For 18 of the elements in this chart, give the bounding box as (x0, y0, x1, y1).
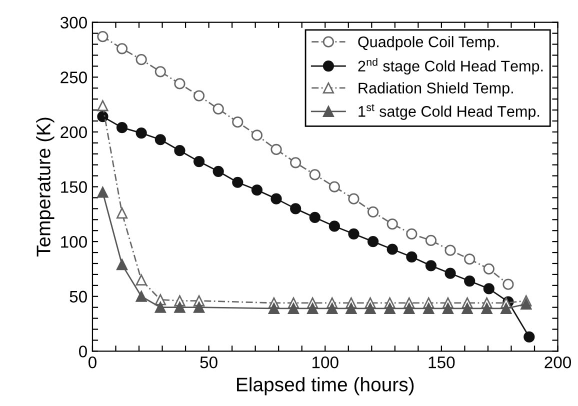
y-tick-label: 200 (60, 126, 87, 138)
x-tick-label: 200 (544, 356, 572, 368)
y-tick-label: 250 (60, 72, 87, 84)
y-tick-label: 150 (61, 181, 87, 193)
x-tick-label: 150 (428, 356, 455, 368)
x-tick-label: 100 (312, 356, 338, 368)
x-tick-label: 50 (200, 356, 218, 368)
x-axis-title: Elapsed time (hours) (237, 377, 414, 396)
legend-label: Radiation Shield Temp. (358, 82, 513, 96)
legend-label: 1$^{st}$ satge Cold Head Temp. (358, 104, 540, 120)
y-tick-label: 300 (60, 16, 87, 29)
y-tick-label: 100 (61, 236, 87, 248)
y-tick-label: 50 (70, 290, 87, 303)
legend-label: 2$^{nd}$ stage Cold Head Temp. (358, 58, 543, 75)
y-tick-label: 0 (79, 346, 87, 358)
legend-label: Quadpole Coil Temp. (358, 36, 498, 50)
y-axis-title: Temperature (K) (36, 118, 54, 257)
x-tick-label: 0 (88, 356, 96, 368)
